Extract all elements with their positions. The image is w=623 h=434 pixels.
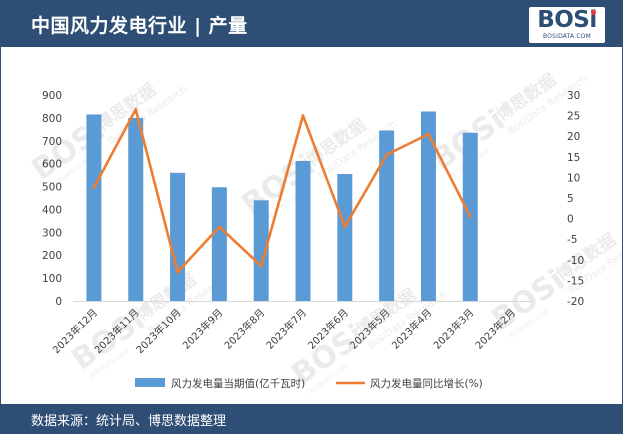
- left-tick-label: 900: [42, 90, 62, 102]
- line-series: [92, 107, 472, 274]
- bar: [337, 173, 353, 301]
- growth-point: [385, 153, 389, 157]
- left-axis: 0 100 200 300 400 500 600 700 800 900: [42, 90, 62, 308]
- right-tick-label: -15: [567, 275, 584, 287]
- legend-bar-label: 风力发电量当期值(亿千瓦时): [171, 377, 305, 390]
- legend-bar-swatch: [135, 378, 165, 387]
- right-tick-label: 0: [567, 214, 574, 226]
- right-tick-label: -10: [567, 255, 584, 267]
- logo-text: BOSi: [537, 7, 597, 33]
- brand-logo: BOSi BOSIDATA.COM: [529, 7, 605, 43]
- right-tick-label: 10: [567, 172, 580, 184]
- category-label: 2023年3月: [431, 306, 477, 352]
- page-title: 中国风力发电行业 | 产量: [31, 15, 248, 37]
- bar: [170, 172, 186, 301]
- bar: [211, 187, 227, 301]
- left-tick-label: 400: [42, 204, 62, 216]
- logo-dot-icon: [591, 10, 596, 15]
- growth-point: [134, 107, 138, 111]
- right-tick-label: -20: [567, 296, 584, 308]
- bar: [295, 160, 311, 301]
- title-bar: 中国风力发电行业 | 产量 BOSi BOSIDATA.COM: [1, 1, 622, 47]
- left-tick-label: 300: [42, 227, 62, 239]
- left-tick-label: 0: [55, 296, 62, 308]
- left-tick-label: 800: [42, 113, 62, 125]
- growth-point: [259, 264, 263, 268]
- growth-point: [301, 114, 305, 118]
- left-tick-label: 500: [42, 182, 62, 194]
- legend: 风力发电量当期值(亿千瓦时) 风力发电量同比增长(%): [135, 377, 483, 390]
- right-tick-label: 20: [567, 131, 580, 143]
- bar: [420, 111, 436, 301]
- bar: [379, 130, 395, 301]
- left-tick-label: 100: [42, 273, 62, 285]
- bar: [253, 200, 269, 301]
- legend-line-label: 风力发电量同比增长(%): [370, 377, 483, 390]
- growth-point: [426, 132, 430, 136]
- bar: [86, 114, 102, 301]
- left-tick-label: 200: [42, 250, 62, 262]
- right-tick-label: 25: [567, 111, 580, 123]
- footer-bar: 数据来源：统计局、博思数据整理: [1, 404, 622, 433]
- right-tick-label: 5: [567, 193, 574, 205]
- category-label: 2023年8月: [221, 306, 267, 352]
- growth-line: [92, 108, 472, 274]
- right-tick-label: 30: [567, 90, 580, 102]
- bar: [128, 117, 144, 301]
- growth-point: [468, 215, 472, 219]
- growth-point: [176, 270, 180, 274]
- source-note: 数据来源：统计局、博思数据整理: [31, 414, 227, 429]
- right-tick-label: 15: [567, 152, 580, 164]
- category-label: 2023年7月: [263, 306, 309, 352]
- right-tick-label: -5: [567, 234, 577, 246]
- left-tick-label: 700: [42, 136, 62, 148]
- right-axis: -20 -15 -10 -5 0 5 10 15 20 25 30: [567, 90, 584, 308]
- growth-point: [92, 186, 96, 190]
- growth-point: [217, 225, 221, 229]
- growth-point: [343, 225, 347, 229]
- left-tick-label: 600: [42, 159, 62, 171]
- bar-series: [73, 111, 533, 302]
- logo-subtext: BOSIDATA.COM: [542, 33, 592, 40]
